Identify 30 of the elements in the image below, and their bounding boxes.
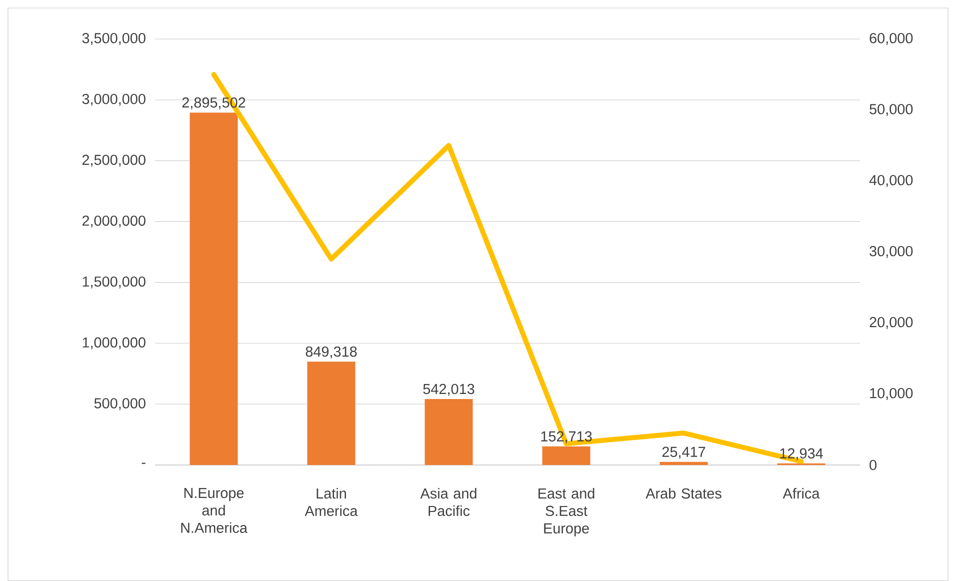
y-tick-label: 3,000,000 — [82, 94, 146, 106]
x-tick-label: N.Europe and N.America — [181, 488, 248, 533]
data-label: 12,934 — [780, 448, 823, 460]
bar — [542, 446, 590, 465]
y2-tick-label: 50,000 — [870, 104, 913, 116]
y-tick-label: 1,000,000 — [82, 337, 146, 350]
y-tick-label: 3,500,000 — [82, 33, 146, 45]
y2-tick-label: 60,000 — [870, 33, 913, 45]
bar — [190, 112, 238, 465]
bar — [424, 399, 473, 465]
y-tick-label: 500,000 — [94, 398, 146, 410]
x-tick-label: Latin America — [304, 488, 358, 516]
y-tick-label: 1,500,000 — [82, 276, 146, 288]
y2-tick-label: 0 — [870, 460, 876, 470]
y-tick-label: 2,000,000 — [82, 216, 146, 228]
x-tick-label: Arab States — [646, 488, 722, 499]
data-label: 542,013 — [423, 384, 474, 396]
y2-tick-label: 40,000 — [869, 175, 913, 187]
bar — [660, 462, 708, 465]
bar — [307, 362, 356, 465]
x-tick-label: Asia and Pacific — [420, 488, 476, 516]
y2-tick-label: 10,000 — [870, 388, 913, 400]
y-tick-label: - — [142, 462, 146, 464]
y2-tick-label: 30,000 — [870, 246, 913, 258]
y-tick-label: 2,500,000 — [82, 154, 146, 167]
x-tick-label: Africa — [782, 488, 820, 499]
x-tick-label: East and S.East Europe — [538, 488, 594, 536]
data-label: 849,318 — [306, 346, 357, 358]
y2-tick-label: 20,000 — [870, 317, 913, 329]
data-label: 25,417 — [662, 446, 706, 459]
